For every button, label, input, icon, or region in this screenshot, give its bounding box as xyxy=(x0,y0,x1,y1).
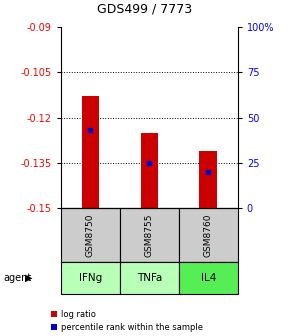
Bar xyxy=(61,208,120,262)
Bar xyxy=(120,262,179,294)
Bar xyxy=(179,262,238,294)
Bar xyxy=(120,208,179,262)
Text: GSM8760: GSM8760 xyxy=(204,213,213,257)
Bar xyxy=(179,208,238,262)
Text: IL4: IL4 xyxy=(201,273,216,283)
Text: GSM8755: GSM8755 xyxy=(145,213,154,257)
Legend: log ratio, percentile rank within the sample: log ratio, percentile rank within the sa… xyxy=(50,310,203,332)
Text: TNFa: TNFa xyxy=(137,273,162,283)
Text: ▶: ▶ xyxy=(25,273,32,283)
Bar xyxy=(140,133,158,208)
Bar xyxy=(81,96,99,208)
Bar xyxy=(200,151,217,208)
Text: agent: agent xyxy=(3,273,31,283)
Text: IFNg: IFNg xyxy=(79,273,102,283)
Text: GSM8750: GSM8750 xyxy=(86,213,95,257)
Text: GDS499 / 7773: GDS499 / 7773 xyxy=(97,2,193,15)
Bar xyxy=(61,262,120,294)
